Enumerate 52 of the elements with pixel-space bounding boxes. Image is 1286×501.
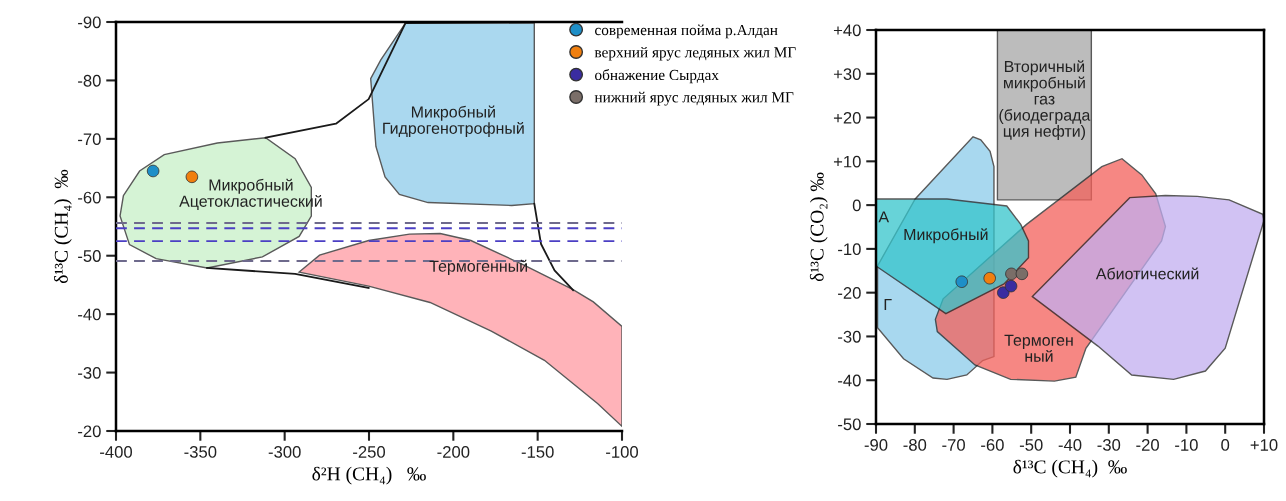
y-axis-title: δ¹³C (CO₂) ‰ [809, 172, 828, 282]
x-tick-label: -10 [1175, 439, 1198, 451]
y-tick-label: 0 [852, 199, 861, 212]
legend-label: нижний ярус ледяных жил МГ [594, 91, 794, 106]
annotation: Вторичный микробный газ (биодеграда ция нефти) [999, 60, 1091, 140]
x-tick-label: -90 [864, 439, 888, 451]
annotation: Г [884, 298, 892, 310]
x-axis-title: δ¹³C (CH₄) ‰ [1013, 459, 1127, 478]
x-tick-label: -70 [942, 439, 965, 451]
x-tick-label: -80 [903, 439, 927, 451]
x-tick-label: -200 [437, 446, 470, 458]
y-tick-label: +20 [833, 111, 861, 124]
y-tick-label: -10 [838, 243, 861, 256]
x-tick-label: -300 [268, 446, 301, 458]
y-tick-label: +10 [833, 155, 861, 168]
x-tick-label: -350 [184, 446, 217, 458]
y-tick-label: -80 [78, 74, 101, 87]
x-axis-title: δ²H (CH₄) ‰ [312, 466, 426, 485]
y-tick-label: -40 [838, 374, 861, 387]
y-tick-label: -70 [78, 133, 101, 146]
x-tick-label: -60 [981, 439, 1004, 451]
y-tick-label: -60 [78, 191, 101, 204]
y-tick-label: +30 [833, 68, 861, 80]
legend-label: современная пойма р.Алдан [595, 24, 778, 39]
y-tick-label: -40 [78, 308, 101, 321]
x-tick-label: 0 [1221, 439, 1230, 451]
y-axis-title: δ¹³C (CH₄) ‰ [54, 169, 72, 284]
y-tick-label: -30 [78, 366, 101, 379]
y-tick-label: +40 [833, 24, 861, 37]
annotation: Термоген ный [1004, 334, 1073, 362]
legend-label: верхний ярус ледяных жил МГ [594, 46, 796, 61]
legend-label: обнажение Сырдах [595, 69, 719, 84]
x-tick-label: -20 [1136, 439, 1159, 451]
x-tick-label: -100 [606, 446, 639, 458]
y-tick-label: -30 [838, 330, 861, 343]
x-tick-label: -50 [1019, 439, 1043, 451]
x-tick-label: -40 [1058, 439, 1082, 451]
x-tick-label: +10 [1250, 439, 1278, 451]
x-tick-label: -30 [1097, 439, 1121, 451]
annotation: Микробный Гидрогенотрофный [383, 105, 524, 138]
y-tick-label: -50 [838, 418, 861, 431]
y-tick-label: -50 [78, 250, 101, 262]
x-tick-label: -150 [521, 446, 554, 458]
annotation: Термогенный [429, 259, 527, 275]
y-tick-label: -20 [838, 287, 861, 299]
annotation: Абиотический [1095, 267, 1199, 280]
annotation: А [878, 211, 890, 223]
y-tick-label: -90 [78, 16, 101, 29]
x-tick-label: -400 [100, 446, 133, 458]
x-tick-label: -250 [353, 446, 386, 458]
y-tick-label: -20 [78, 425, 101, 438]
annotation: Микробный [904, 228, 988, 244]
